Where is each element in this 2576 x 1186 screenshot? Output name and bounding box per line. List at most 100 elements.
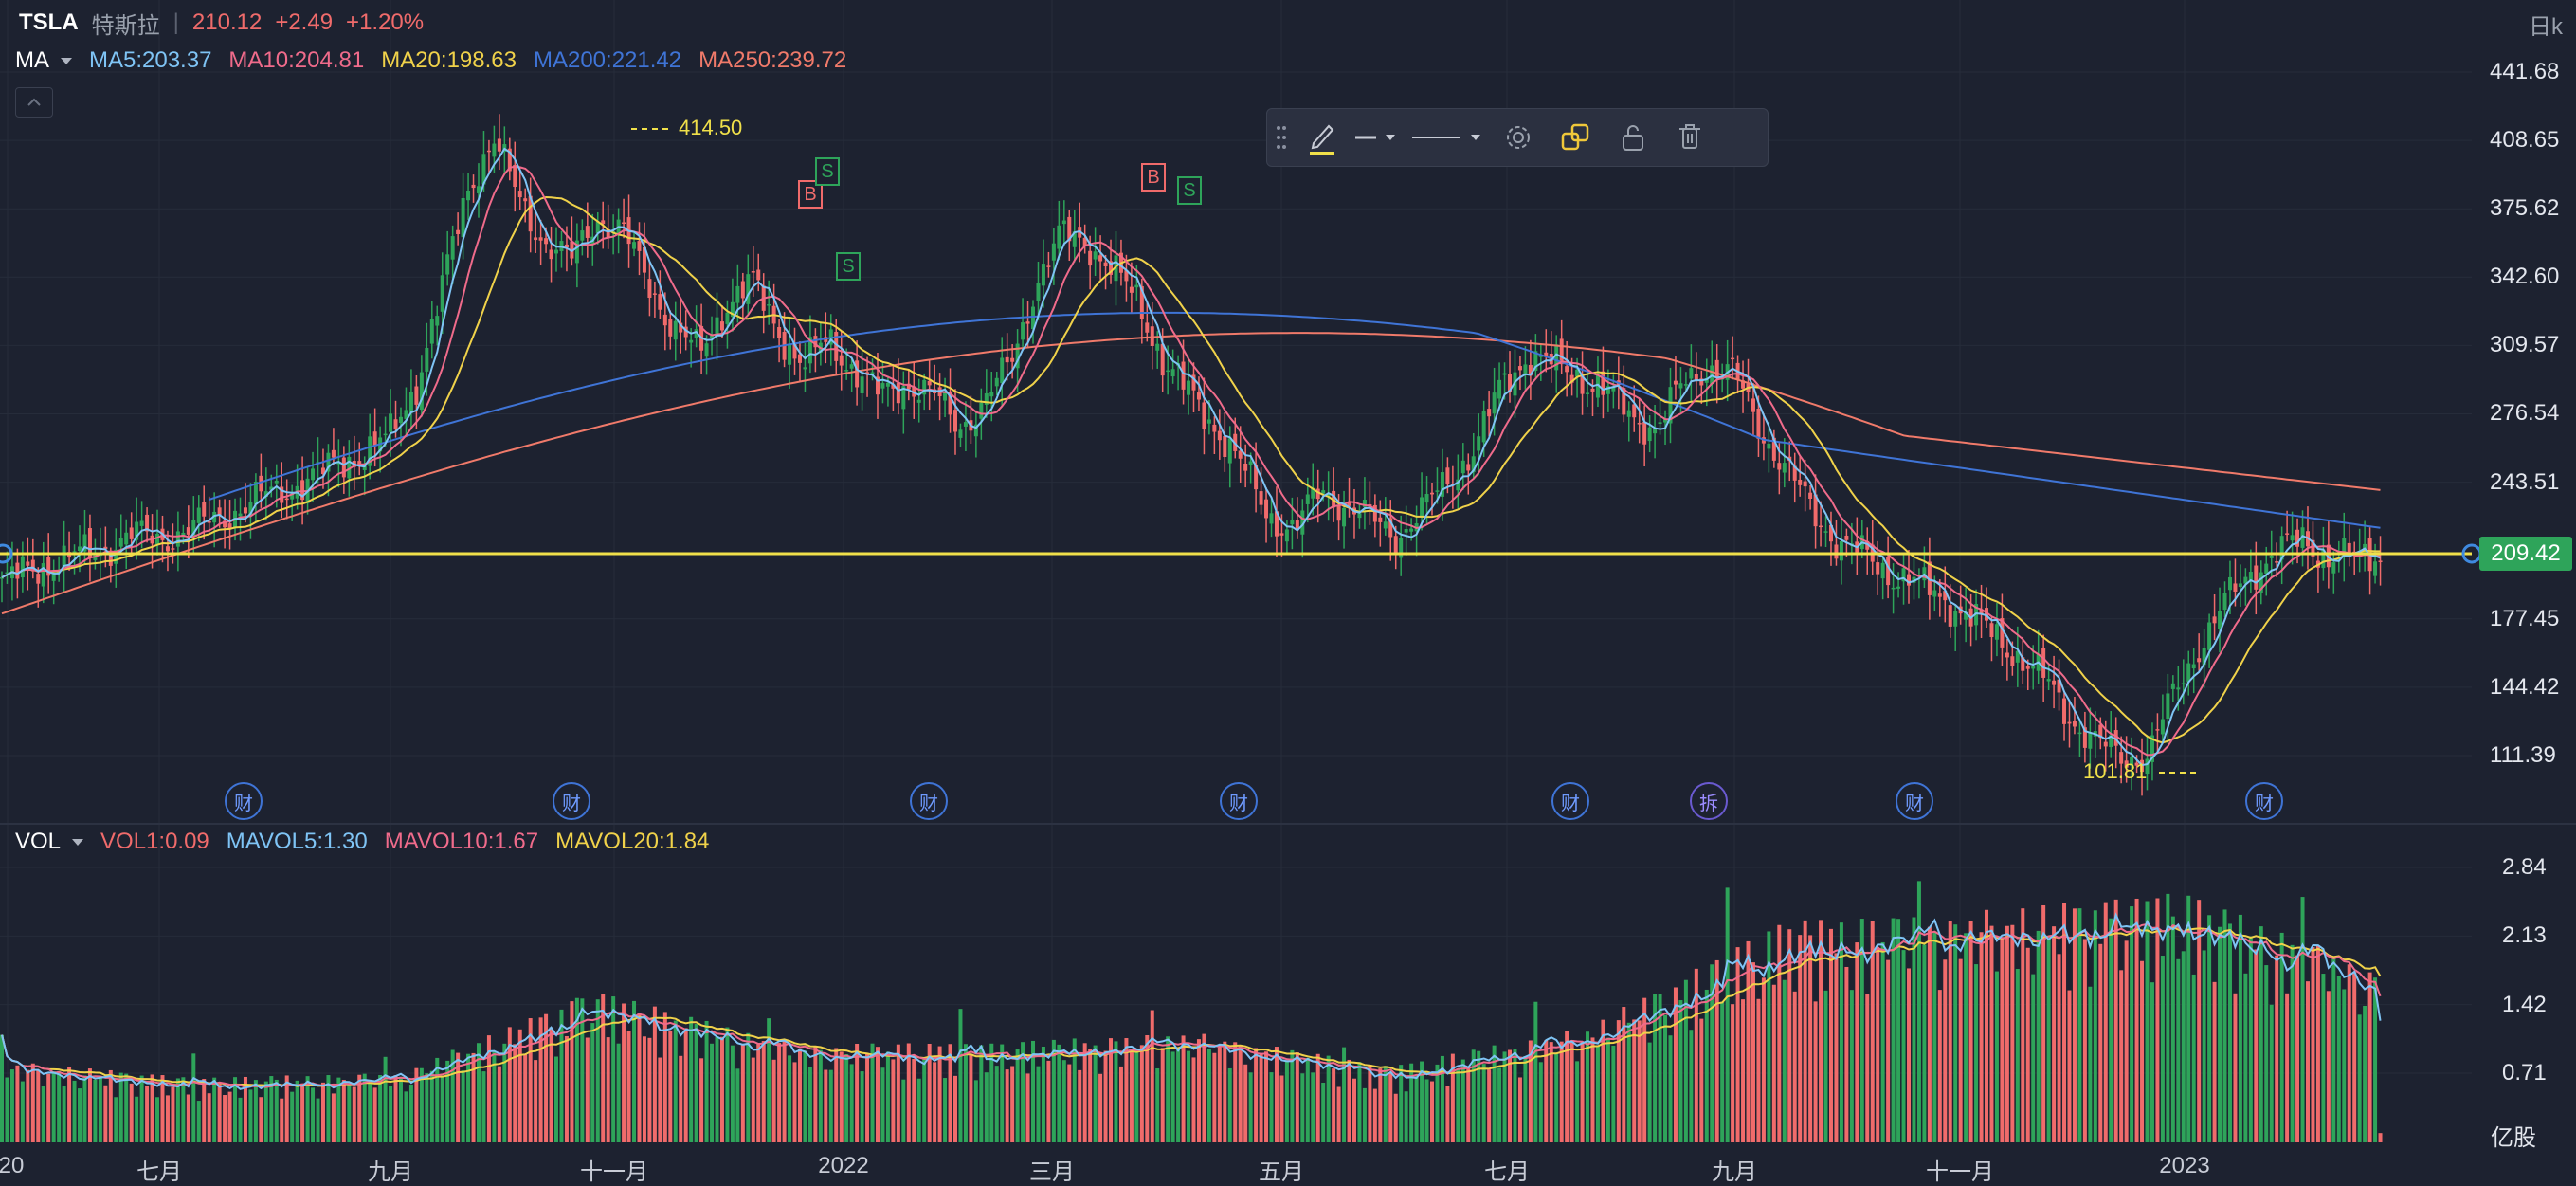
settings-icon[interactable] bbox=[1491, 109, 1546, 166]
earnings-event-icon[interactable]: 财 bbox=[553, 782, 590, 820]
price-change: +2.49 bbox=[275, 9, 334, 35]
timeframe-selector[interactable]: 日k bbox=[2529, 14, 2563, 40]
earnings-event-icon[interactable]: 财 bbox=[225, 782, 263, 820]
candle-body bbox=[2373, 561, 2378, 576]
volume-bar bbox=[963, 1044, 968, 1142]
volume-bar bbox=[352, 1086, 356, 1142]
volume-bar bbox=[1368, 1064, 1372, 1142]
line-width-icon[interactable] bbox=[1406, 109, 1491, 166]
earnings-event-icon[interactable]: 财 bbox=[1551, 782, 1589, 820]
volume-bar bbox=[1176, 1048, 1181, 1142]
lock-icon[interactable] bbox=[1605, 109, 1661, 166]
candle-body bbox=[1896, 586, 1901, 589]
earnings-event-icon[interactable]: 财 bbox=[1220, 782, 1258, 820]
candle-body bbox=[1771, 437, 1776, 461]
candle-body bbox=[456, 229, 461, 234]
volume-bar bbox=[1803, 920, 1807, 1142]
candle-body bbox=[1523, 364, 1528, 374]
candle-body bbox=[263, 491, 268, 498]
candle-body bbox=[1808, 492, 1813, 499]
volume-bar bbox=[2212, 981, 2217, 1142]
volume-bar bbox=[1098, 1073, 1103, 1142]
candle-body bbox=[274, 480, 279, 484]
mavol10-line bbox=[1, 922, 2382, 1088]
split-event-icon[interactable]: 拆 bbox=[1690, 782, 1728, 820]
sell-marker[interactable]: S bbox=[836, 252, 861, 281]
clone-icon[interactable] bbox=[1546, 109, 1605, 166]
candle-body bbox=[171, 548, 175, 550]
candle-body bbox=[756, 269, 761, 281]
volume-bar bbox=[1916, 881, 1921, 1142]
volume-bar bbox=[637, 1013, 642, 1142]
volume-bar bbox=[922, 1059, 927, 1142]
volume-bar bbox=[445, 1060, 450, 1142]
candle-body bbox=[1166, 370, 1170, 373]
volume-bar bbox=[1118, 1066, 1123, 1142]
volume-bar bbox=[1663, 1014, 1668, 1142]
volume-tick-label: 0.71 bbox=[2502, 1060, 2547, 1086]
volume-bar bbox=[497, 1066, 501, 1142]
candle-body bbox=[1569, 374, 1574, 383]
candle-body bbox=[1538, 356, 1543, 357]
candle-body bbox=[2021, 657, 2025, 671]
candle-body bbox=[1284, 529, 1289, 542]
volume-bar bbox=[171, 1086, 175, 1142]
candle-body bbox=[0, 577, 4, 579]
vol-indicator-dropdown[interactable]: VOL bbox=[15, 829, 84, 855]
volume-bar bbox=[1544, 1040, 1549, 1142]
candle-body bbox=[2015, 650, 2020, 663]
volume-bar bbox=[2352, 972, 2357, 1142]
volume-bar bbox=[492, 1051, 497, 1142]
collapse-button[interactable] bbox=[15, 87, 53, 118]
candle-body bbox=[1456, 479, 1460, 491]
symbol[interactable]: TSLA bbox=[19, 9, 79, 35]
candle-body bbox=[1460, 460, 1465, 474]
volume-bar bbox=[1823, 990, 1828, 1142]
volume-bar bbox=[2227, 923, 2232, 1142]
volume-bar bbox=[1559, 1041, 1564, 1142]
candle-body bbox=[46, 557, 51, 576]
sell-marker[interactable]: S bbox=[815, 157, 840, 186]
line-handle-left[interactable] bbox=[0, 543, 13, 564]
earnings-event-icon[interactable]: 财 bbox=[910, 782, 948, 820]
volume-bar bbox=[1212, 1052, 1217, 1142]
candle-body bbox=[1678, 383, 1683, 389]
candle-body bbox=[435, 316, 440, 326]
volume-bar bbox=[2243, 973, 2248, 1142]
volume-bar bbox=[1093, 1045, 1098, 1142]
sell-marker[interactable]: S bbox=[1177, 176, 1202, 205]
candle-body bbox=[372, 431, 377, 446]
volume-bar bbox=[2367, 972, 2372, 1142]
volume-bar bbox=[238, 1097, 243, 1142]
candle-body bbox=[2336, 558, 2341, 560]
candle-body bbox=[1238, 450, 1243, 459]
line-style-icon[interactable] bbox=[1349, 109, 1406, 166]
volume-bar bbox=[135, 1096, 139, 1142]
volume-bar bbox=[1859, 919, 1864, 1142]
earnings-event-icon[interactable]: 财 bbox=[1896, 782, 1933, 820]
candle-body bbox=[2222, 593, 2227, 611]
volume-bar bbox=[368, 1083, 372, 1142]
volume-bar bbox=[891, 1059, 896, 1142]
candle-body bbox=[1409, 528, 1414, 532]
candle-body bbox=[2207, 622, 2212, 650]
buy-marker[interactable]: B bbox=[1141, 163, 1166, 192]
volume-bar bbox=[2160, 956, 2165, 1142]
ma-indicator-dropdown[interactable]: MA bbox=[15, 47, 72, 74]
drag-handle-icon[interactable] bbox=[1267, 109, 1296, 166]
candle-body bbox=[2010, 656, 2015, 666]
volume-bar bbox=[1523, 1056, 1528, 1142]
candle-body bbox=[280, 486, 284, 503]
volume-bar bbox=[933, 1062, 937, 1142]
candle-body bbox=[2046, 679, 2051, 682]
candle-body bbox=[1206, 419, 1211, 424]
candle-body bbox=[1124, 270, 1129, 282]
volume-bar bbox=[1886, 959, 1891, 1142]
pencil-icon[interactable] bbox=[1296, 109, 1349, 166]
earnings-event-icon[interactable]: 财 bbox=[2245, 782, 2283, 820]
candle-body bbox=[1227, 438, 1232, 464]
delete-icon[interactable] bbox=[1661, 109, 1718, 166]
volume-bar bbox=[2326, 991, 2331, 1142]
volume-bar bbox=[5, 1077, 9, 1142]
